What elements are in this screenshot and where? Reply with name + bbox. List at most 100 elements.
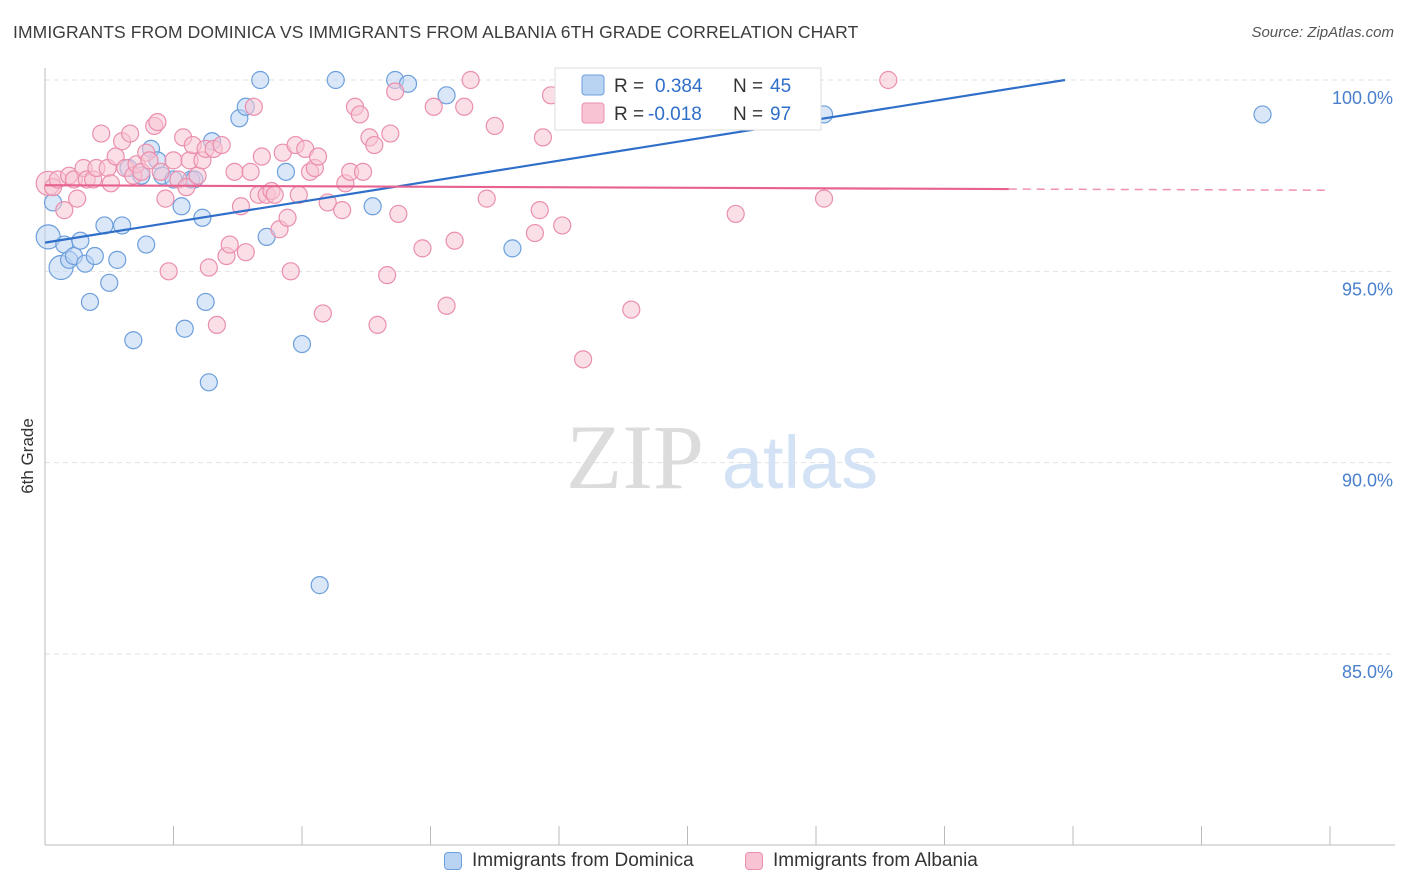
- data-point-pink: [461, 70, 480, 90]
- data-point-pink: [244, 97, 263, 116]
- data-point-pink: [477, 189, 496, 208]
- stats-r-value-dominica: 0.384: [655, 76, 703, 97]
- stats-n-label-dominica: N =: [733, 76, 763, 97]
- trend-line-pink: [44, 184, 1009, 191]
- watermark-atlas: atlas: [722, 421, 878, 504]
- data-point-pink: [533, 128, 553, 147]
- data-point-blue: [196, 292, 215, 312]
- stats-legend: R = 0.384 N = 45 R = -0.018 N = 97: [554, 67, 822, 131]
- data-point-pink: [278, 208, 297, 227]
- points-layer: [35, 70, 1272, 595]
- stats-swatch-albania: [581, 102, 605, 124]
- data-point-pink: [220, 235, 239, 254]
- data-point-pink: [445, 231, 464, 250]
- y-axis-label-group: 6th Grade: [18, 418, 37, 494]
- data-point-pink: [333, 201, 352, 220]
- legend-label-albania: Immigrants from Albania: [773, 850, 978, 871]
- data-point-blue: [172, 197, 191, 216]
- data-point-pink: [313, 304, 332, 323]
- source-label: Source: ZipAtlas.com: [1251, 24, 1394, 41]
- axis-layer: 85.0%90.0%95.0%100.0%0.0%8.0%: [44, 68, 1395, 846]
- data-point-blue: [276, 162, 296, 181]
- data-point-blue: [363, 197, 382, 216]
- data-point-pink: [101, 174, 120, 193]
- data-point-pink: [389, 204, 408, 224]
- data-point-pink: [381, 124, 400, 143]
- data-point-pink: [177, 178, 196, 197]
- data-point-blue: [100, 273, 119, 292]
- data-point-blue: [199, 373, 218, 392]
- trend-line-extension-pink: [1008, 188, 1331, 191]
- trend-line-blue: [44, 78, 1066, 244]
- data-point-pink: [207, 315, 226, 335]
- data-point-pink: [525, 223, 545, 243]
- stats-swatch-dominica: [581, 74, 605, 96]
- y-axis-label: 6th Grade: [18, 418, 37, 494]
- data-point-pink: [485, 116, 504, 136]
- watermark: ZIP atlas: [566, 406, 878, 508]
- data-point-pink: [378, 266, 397, 285]
- legend-swatch-dominica: [444, 852, 462, 870]
- stats-n-value-dominica: 45: [770, 76, 791, 97]
- data-point-pink: [365, 135, 384, 155]
- data-point-blue: [124, 331, 143, 350]
- legend-swatch-albania: [745, 852, 763, 870]
- data-point-blue: [80, 292, 100, 312]
- trend-layer: [44, 78, 1331, 244]
- y-tick-label: 90.0%: [1342, 471, 1393, 491]
- data-point-blue: [251, 70, 270, 90]
- data-point-blue: [292, 334, 312, 354]
- data-point-pink: [424, 97, 443, 116]
- legend-label-dominica: Immigrants from Dominica: [472, 850, 694, 871]
- stats-n-value-albania: 97: [770, 104, 791, 125]
- data-point-pink: [156, 189, 175, 208]
- data-point-pink: [225, 162, 244, 181]
- data-point-pink: [265, 185, 284, 204]
- data-point-pink: [437, 296, 456, 315]
- chart-title: IMMIGRANTS FROM DOMINICA VS IMMIGRANTS F…: [13, 22, 859, 42]
- data-point-pink: [241, 162, 260, 181]
- data-point-blue: [108, 250, 127, 269]
- data-point-pink: [530, 201, 549, 220]
- data-point-blue: [175, 319, 194, 338]
- watermark-zip: ZIP: [566, 406, 704, 508]
- data-point-pink: [236, 243, 255, 262]
- data-point-pink: [553, 216, 572, 235]
- data-point-pink: [140, 151, 159, 170]
- data-point-pink: [386, 82, 405, 101]
- data-point-pink: [281, 262, 300, 281]
- data-point-pink: [726, 204, 745, 224]
- data-point-pink: [879, 70, 898, 90]
- data-point-blue: [503, 239, 522, 258]
- y-tick-label: 95.0%: [1342, 279, 1393, 299]
- data-point-pink: [188, 166, 207, 185]
- data-point-pink: [573, 350, 593, 369]
- scatter-chart: ZIP atlas 85.0%90.0%95.0%100.0%0.0%8.0% …: [18, 67, 1395, 846]
- data-point-pink: [368, 315, 387, 335]
- legend-item-dominica: Immigrants from Dominica: [444, 850, 694, 872]
- data-point-pink: [159, 262, 178, 281]
- data-point-pink: [121, 124, 140, 143]
- data-point-blue: [310, 576, 329, 595]
- stats-r-label-dominica: R =: [614, 76, 644, 97]
- data-point-blue: [71, 231, 90, 250]
- data-point-pink: [308, 147, 328, 166]
- data-point-pink: [350, 105, 369, 124]
- data-point-pink: [353, 162, 373, 181]
- stats-n-label-albania: N =: [733, 104, 763, 125]
- stats-r-label-albania: R =: [614, 104, 644, 125]
- data-point-pink: [55, 201, 74, 220]
- data-point-pink: [151, 162, 170, 181]
- data-point-blue: [437, 86, 456, 105]
- data-point-pink: [92, 124, 111, 143]
- bottom-legend: Immigrants from Dominica Immigrants from…: [0, 850, 1406, 880]
- data-point-blue: [85, 246, 104, 266]
- data-point-pink: [455, 97, 474, 116]
- y-tick-label: 85.0%: [1342, 662, 1393, 682]
- data-point-blue: [137, 235, 156, 254]
- data-point-blue: [326, 70, 345, 90]
- data-point-pink: [68, 189, 87, 208]
- legend-item-albania: Immigrants from Albania: [745, 850, 978, 872]
- data-point-blue: [1253, 105, 1272, 124]
- data-point-pink: [212, 135, 231, 155]
